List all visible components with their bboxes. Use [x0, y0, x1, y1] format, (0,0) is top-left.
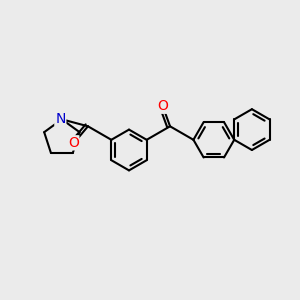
- Text: N: N: [55, 112, 66, 126]
- Text: N: N: [55, 112, 66, 126]
- Text: O: O: [158, 99, 169, 113]
- Text: O: O: [68, 136, 79, 150]
